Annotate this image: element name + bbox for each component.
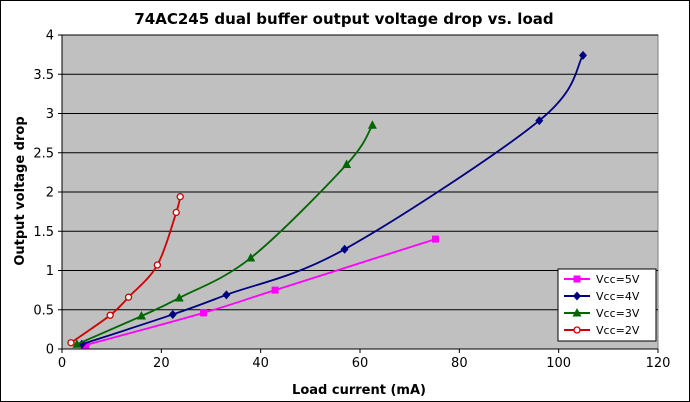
data-point	[200, 309, 208, 317]
data-point	[72, 339, 82, 348]
data-point	[271, 286, 279, 294]
series-1	[82, 235, 439, 349]
y-tick-label: 0	[46, 343, 54, 358]
data-point	[246, 252, 256, 262]
legend: Vcc=5V Vcc=4V Vcc=3V Vcc=2V	[557, 268, 657, 342]
data-point	[172, 208, 180, 217]
x-tick-label: 60	[352, 356, 369, 371]
series-3	[72, 120, 377, 348]
data-point	[124, 293, 133, 301]
legend-marker	[572, 308, 582, 317]
data-point	[136, 311, 146, 320]
data-point	[342, 159, 352, 169]
y-tick-label: 1	[46, 264, 54, 279]
data-point	[106, 311, 114, 319]
legend-item: Vcc=3V	[564, 307, 640, 320]
legend-label: Vcc=5V	[596, 273, 640, 286]
x-tick-label: 80	[451, 356, 468, 371]
series-4	[67, 193, 184, 347]
data-point	[176, 193, 184, 201]
x-tick-label: 100	[546, 356, 571, 371]
x-tick-label: 0	[58, 356, 66, 371]
legend-label: Vcc=4V	[596, 290, 640, 303]
legend-item: Vcc=5V	[564, 273, 640, 286]
legend-label: Vcc=2V	[596, 324, 640, 337]
legend-item: Vcc=4V	[564, 290, 640, 303]
legend-item: Vcc=2V	[564, 324, 640, 337]
x-tick-label: 40	[252, 356, 269, 371]
x-tick-label: 20	[153, 356, 170, 371]
y-tick-label: 3.5	[33, 68, 54, 83]
data-point	[174, 292, 184, 302]
axes: 0 20 40 60 80 100 120 0 0.5 1 1.5 2 2.5 3 3.5 4	[33, 29, 670, 372]
data-point	[367, 120, 377, 129]
series-2	[77, 50, 588, 349]
y-tick-label: 1.5	[33, 225, 54, 240]
data-point	[340, 244, 349, 254]
y-tick-label: 3	[46, 107, 54, 122]
y-tick-label: 0.5	[33, 303, 54, 318]
x-axis-label: Load current (mA)	[292, 383, 426, 398]
legend-marker	[573, 275, 581, 283]
data-point	[67, 339, 75, 347]
data-point	[82, 341, 90, 349]
y-tick-label: 2.5	[33, 146, 54, 161]
legend-label: Vcc=3V	[596, 307, 640, 320]
x-tick-label: 120	[646, 356, 671, 371]
data-point	[431, 235, 439, 243]
data-point	[222, 290, 231, 300]
data-point	[579, 50, 588, 60]
series-line	[85, 238, 436, 346]
y-axis-label: Output voltage drop	[13, 116, 28, 265]
legend-marker	[573, 326, 581, 334]
data-point	[168, 309, 177, 319]
data-point	[535, 116, 544, 126]
y-tick-label: 4	[46, 29, 54, 44]
chart-title: 74AC245 dual buffer output voltage drop …	[134, 10, 553, 28]
legend-marker	[573, 291, 581, 301]
data-point	[153, 261, 162, 269]
y-tick-label: 2	[46, 186, 54, 201]
series-group	[67, 50, 588, 349]
